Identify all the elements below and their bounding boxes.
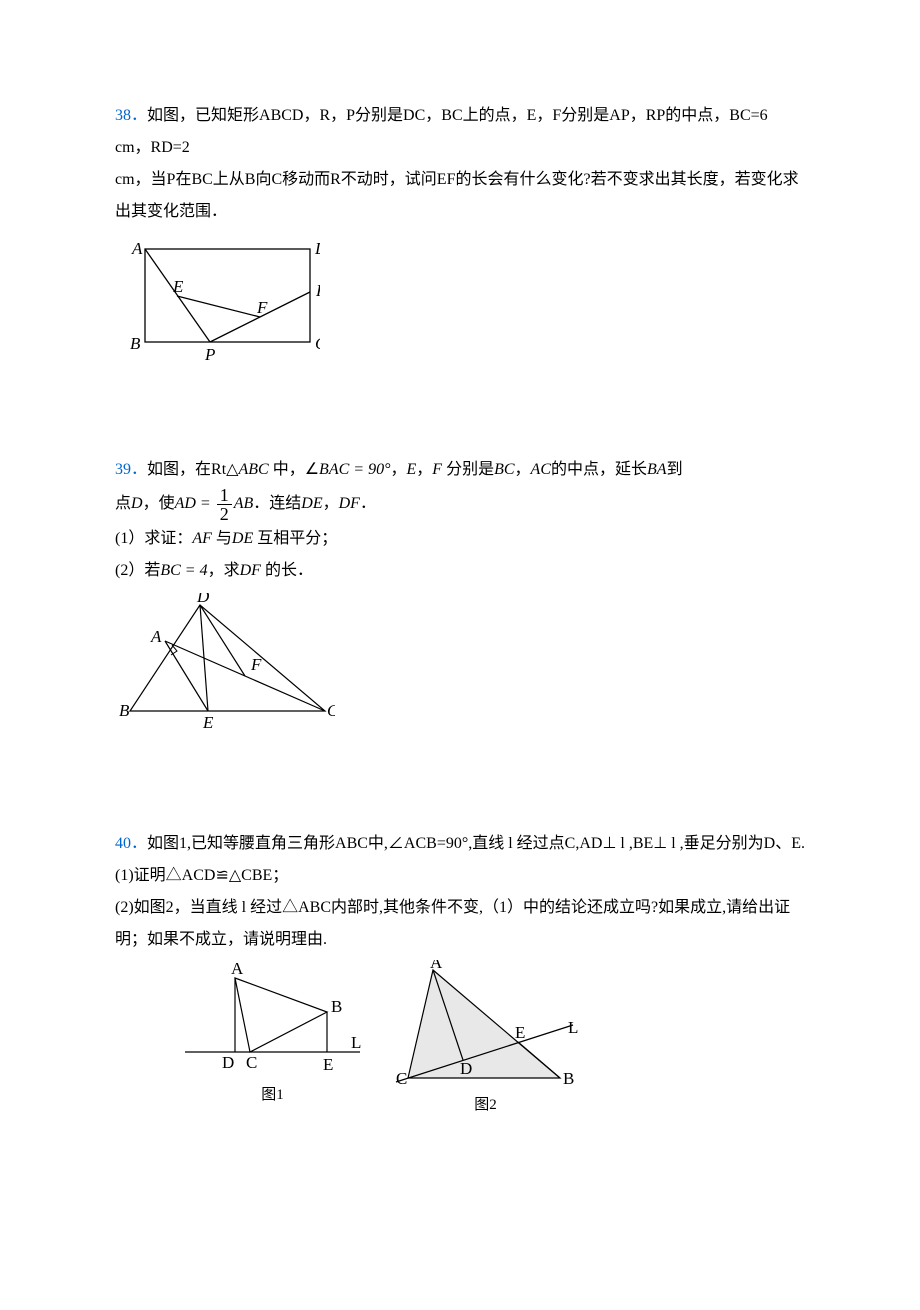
p39-label-C: C — [327, 701, 335, 720]
p38-label-E: E — [172, 277, 184, 296]
p40f1-A: A — [231, 960, 244, 978]
fraction-half: 12 — [217, 486, 232, 523]
p39-svg: D A B C E F — [115, 593, 335, 738]
p38-label-R: R — [315, 281, 320, 300]
p40-fig1-caption: 图1 — [261, 1080, 284, 1110]
p38-label-P: P — [204, 345, 215, 364]
p40-fig1-svg: A B C D E L — [175, 960, 370, 1080]
p39-label-E: E — [202, 713, 214, 732]
p40f2-E: E — [515, 1023, 525, 1042]
p40f1-C: C — [246, 1053, 257, 1072]
p38-label-C: C — [315, 334, 320, 353]
problem-40: 40．如图1,已知等腰直角三角形ABC中,∠ACB=90°,直线 l 经过点C,… — [115, 828, 805, 1120]
p40f1-B: B — [331, 997, 342, 1016]
problem-38: 38．如图，已知矩形ABCD，R，P分别是DC，BC上的点，E，F分别是AP，R… — [115, 100, 805, 364]
p39-line2: 点D，使AD = 12AB．连结DE，DF． — [115, 486, 805, 523]
p40f2-C: C — [396, 1069, 407, 1088]
p40-fig2-caption: 图2 — [474, 1090, 497, 1120]
q39-number: 39． — [115, 461, 147, 478]
p40f1-E: E — [323, 1055, 333, 1074]
p38-line2: cm，当P在BC上从B向C移动而R不动时，试问EF的长会有什么变化?若不变求出其… — [115, 164, 805, 228]
p39-figure: D A B C E F — [115, 593, 805, 738]
p39-label-B: B — [119, 701, 130, 720]
p40f2-A: A — [430, 960, 443, 972]
p40f2-B: B — [563, 1069, 574, 1088]
p38-svg: A D B C R P E F — [115, 234, 320, 364]
p39-label-A: A — [150, 627, 162, 646]
p40-q2: (2)如图2，当直线 l 经过△ABC内部时,其他条件不变,（1）中的结论还成立… — [115, 892, 805, 956]
p40f1-D: D — [222, 1053, 234, 1072]
p39-label-F: F — [250, 655, 262, 674]
p40f1-L: L — [351, 1033, 361, 1052]
p40-fig2-cell: A B C D E L 图2 — [388, 960, 583, 1120]
p39-q1: (1）求证：AF 与DE 互相平分； — [115, 523, 805, 555]
p40-fig2-svg: A B C D E L — [388, 960, 583, 1090]
q38-number: 38． — [115, 107, 147, 124]
p39-line1: 39．如图，在Rt△ABC 中，∠BAC = 90°，E，F 分别是BC，AC的… — [115, 454, 805, 486]
p38-label-B: B — [130, 334, 141, 353]
p40-fig1-cell: A B C D E L 图1 — [175, 960, 370, 1120]
p39-q2: (2）若BC = 4，求DF 的长． — [115, 555, 805, 587]
p38-label-F: F — [256, 298, 268, 317]
p40-figures: A B C D E L 图1 A B C D E L 图2 — [115, 960, 805, 1120]
problem-39: 39．如图，在Rt△ABC 中，∠BAC = 90°，E，F 分别是BC，AC的… — [115, 454, 805, 738]
p38-label-D: D — [314, 239, 320, 258]
p40-q1: (1)证明△ACD≌△CBE； — [115, 860, 805, 892]
q40-number: 40． — [115, 835, 147, 852]
p40-line1: 40．如图1,已知等腰直角三角形ABC中,∠ACB=90°,直线 l 经过点C,… — [115, 828, 805, 860]
p38-label-A: A — [131, 239, 143, 258]
p38-line1: 如图，已知矩形ABCD，R，P分别是DC，BC上的点，E，F分别是AP，RP的中… — [115, 107, 768, 156]
p38-figure: A D B C R P E F — [115, 234, 805, 364]
p39-label-D: D — [196, 593, 210, 606]
p38-text: 38．如图，已知矩形ABCD，R，P分别是DC，BC上的点，E，F分别是AP，R… — [115, 100, 805, 164]
p40f2-D: D — [460, 1059, 472, 1078]
p40f2-L: L — [568, 1018, 578, 1037]
